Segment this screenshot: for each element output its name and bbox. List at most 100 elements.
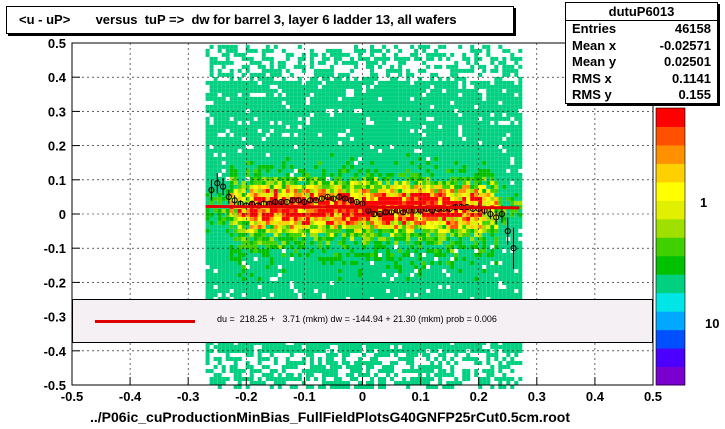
heat-cell — [414, 224, 419, 229]
heat-cell — [225, 208, 230, 213]
heat-cell — [309, 273, 314, 277]
heat-cell — [253, 224, 258, 229]
heat-cell — [414, 96, 419, 101]
heat-cell — [386, 124, 390, 129]
heat-cell — [221, 100, 226, 105]
heat-cell — [354, 349, 358, 353]
heat-cell — [394, 220, 398, 225]
heat-cell — [438, 80, 443, 85]
heat-cell — [426, 365, 431, 369]
heat-cell — [257, 172, 262, 177]
heat-cell — [233, 144, 238, 149]
heat-cell — [430, 240, 435, 245]
heat-cell — [366, 269, 370, 273]
heat-cell — [321, 285, 326, 289]
heat-cell — [261, 108, 266, 113]
heat-cell — [382, 132, 386, 137]
heat-cell — [293, 96, 298, 101]
heat-cell — [305, 232, 310, 237]
heat-cell — [217, 112, 222, 117]
heat-cell — [370, 289, 374, 293]
heat-cell — [442, 144, 447, 149]
heat-cell — [253, 128, 258, 133]
heat-cell — [317, 253, 322, 257]
heat-cell — [422, 180, 427, 185]
heat-cell — [354, 240, 358, 245]
heat-cell — [382, 269, 386, 273]
heat-cell — [418, 84, 423, 89]
heat-cell — [269, 216, 274, 221]
heat-cell — [446, 212, 451, 217]
heat-cell — [205, 172, 210, 177]
heat-cell — [454, 361, 459, 365]
heat-cell — [450, 156, 455, 161]
heat-cell — [366, 224, 370, 229]
heat-cell — [317, 80, 322, 85]
heat-cell — [378, 353, 382, 357]
heat-cell — [450, 124, 455, 129]
heat-cell — [362, 56, 366, 61]
heat-cell — [450, 357, 455, 361]
heat-cell — [458, 224, 463, 229]
heat-cell — [426, 184, 431, 189]
heat-cell — [398, 164, 403, 169]
heat-cell — [454, 265, 459, 269]
heat-cell — [325, 84, 330, 89]
heat-cell — [386, 56, 390, 61]
heat-cell — [257, 76, 262, 81]
heat-cell — [345, 285, 350, 289]
heat-cell — [454, 164, 459, 169]
heat-cell — [297, 160, 302, 165]
heat-cell — [289, 144, 294, 149]
heat-cell — [386, 48, 390, 53]
heat-cell — [358, 136, 362, 141]
heat-cell — [245, 88, 250, 93]
heat-cell — [430, 88, 435, 93]
heat-cell — [354, 148, 358, 153]
heat-cell — [289, 253, 294, 257]
heat-cell — [466, 293, 471, 297]
heat-cell — [398, 172, 403, 177]
heat-cell — [333, 164, 338, 169]
heat-cell — [321, 156, 326, 161]
heat-cell — [297, 128, 302, 133]
heat-cell — [374, 60, 378, 65]
heat-cell — [386, 353, 390, 357]
heat-cell — [313, 136, 318, 141]
heat-cell — [474, 116, 479, 121]
heat-cell — [321, 261, 326, 265]
heat-cell — [205, 224, 210, 229]
heat-cell — [370, 285, 374, 289]
heat-cell — [265, 269, 270, 273]
heat-cell — [454, 60, 459, 65]
heat-cell — [237, 269, 242, 273]
heat-cell — [458, 257, 463, 261]
heat-cell — [354, 176, 358, 181]
heat-cell — [345, 289, 350, 293]
heat-cell — [354, 369, 358, 373]
heat-cell — [438, 128, 443, 133]
heat-cell — [354, 236, 358, 241]
heat-cell — [450, 180, 455, 185]
heat-cell — [410, 196, 415, 201]
heat-cell — [313, 96, 318, 101]
heat-cell — [333, 253, 338, 257]
heat-cell — [410, 144, 415, 149]
heat-cell — [442, 385, 447, 389]
heat-cell — [257, 361, 262, 365]
heat-cell — [366, 96, 370, 101]
heat-cell — [325, 293, 330, 297]
heat-cell — [345, 136, 350, 141]
heat-cell — [446, 156, 451, 161]
heat-cell — [394, 176, 398, 181]
heat-cell — [454, 269, 459, 273]
heat-cell — [233, 168, 238, 173]
heat-cell — [273, 273, 278, 277]
heat-cell — [434, 108, 439, 113]
heat-cell — [261, 184, 266, 189]
heat-cell — [305, 224, 310, 229]
heat-cell — [277, 281, 282, 285]
heat-cell — [285, 136, 290, 141]
heat-cell — [329, 277, 334, 281]
heat-cell — [217, 265, 222, 269]
